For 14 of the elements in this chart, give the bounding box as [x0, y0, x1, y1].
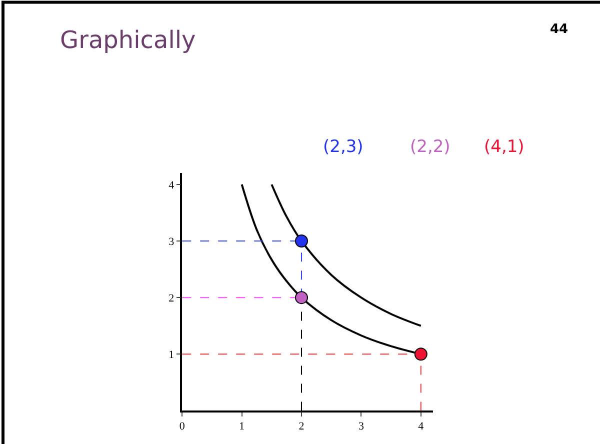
text: (2,3) [323, 137, 364, 157]
text: (4,1) [484, 137, 524, 157]
y-tick-label: 4 [168, 179, 175, 192]
x-tick-label: 0 [179, 420, 186, 433]
text: (2,2) [410, 137, 450, 157]
chart-title: Graphically [60, 26, 196, 54]
x-tick-label: 4 [418, 420, 424, 433]
y-tick-label: 3 [168, 236, 175, 248]
x-tick-label: 1 [239, 420, 245, 433]
y-tick-label: 2 [168, 292, 174, 304]
x-tick-label: 2 [298, 420, 304, 433]
x-tick-label: 3 [358, 420, 364, 433]
y-tick-label: 1 [168, 348, 174, 361]
text: 44 [550, 22, 568, 37]
